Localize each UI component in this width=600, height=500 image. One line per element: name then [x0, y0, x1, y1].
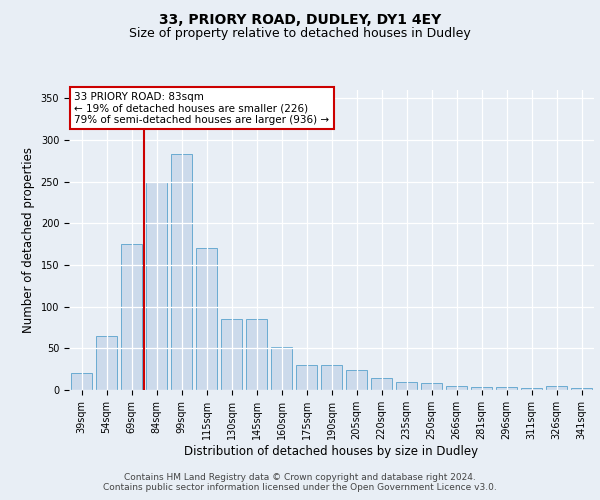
- Bar: [246, 319, 267, 390]
- Bar: [571, 388, 592, 390]
- X-axis label: Distribution of detached houses by size in Dudley: Distribution of detached houses by size …: [184, 444, 479, 458]
- Text: 33 PRIORY ROAD: 83sqm
← 19% of detached houses are smaller (226)
79% of semi-det: 33 PRIORY ROAD: 83sqm ← 19% of detached …: [74, 92, 329, 124]
- Bar: [146, 182, 167, 390]
- Bar: [496, 386, 517, 390]
- Text: 33, PRIORY ROAD, DUDLEY, DY1 4EY: 33, PRIORY ROAD, DUDLEY, DY1 4EY: [159, 12, 441, 26]
- Bar: [96, 336, 117, 390]
- Bar: [121, 244, 142, 390]
- Bar: [371, 378, 392, 390]
- Bar: [421, 384, 442, 390]
- Y-axis label: Number of detached properties: Number of detached properties: [22, 147, 35, 333]
- Bar: [321, 365, 342, 390]
- Bar: [446, 386, 467, 390]
- Bar: [71, 374, 92, 390]
- Bar: [521, 388, 542, 390]
- Bar: [271, 346, 292, 390]
- Bar: [471, 386, 492, 390]
- Bar: [396, 382, 417, 390]
- Bar: [196, 248, 217, 390]
- Bar: [296, 365, 317, 390]
- Bar: [546, 386, 567, 390]
- Bar: [171, 154, 192, 390]
- Text: Size of property relative to detached houses in Dudley: Size of property relative to detached ho…: [129, 28, 471, 40]
- Bar: [346, 370, 367, 390]
- Text: Contains HM Land Registry data © Crown copyright and database right 2024.
Contai: Contains HM Land Registry data © Crown c…: [103, 473, 497, 492]
- Bar: [221, 319, 242, 390]
